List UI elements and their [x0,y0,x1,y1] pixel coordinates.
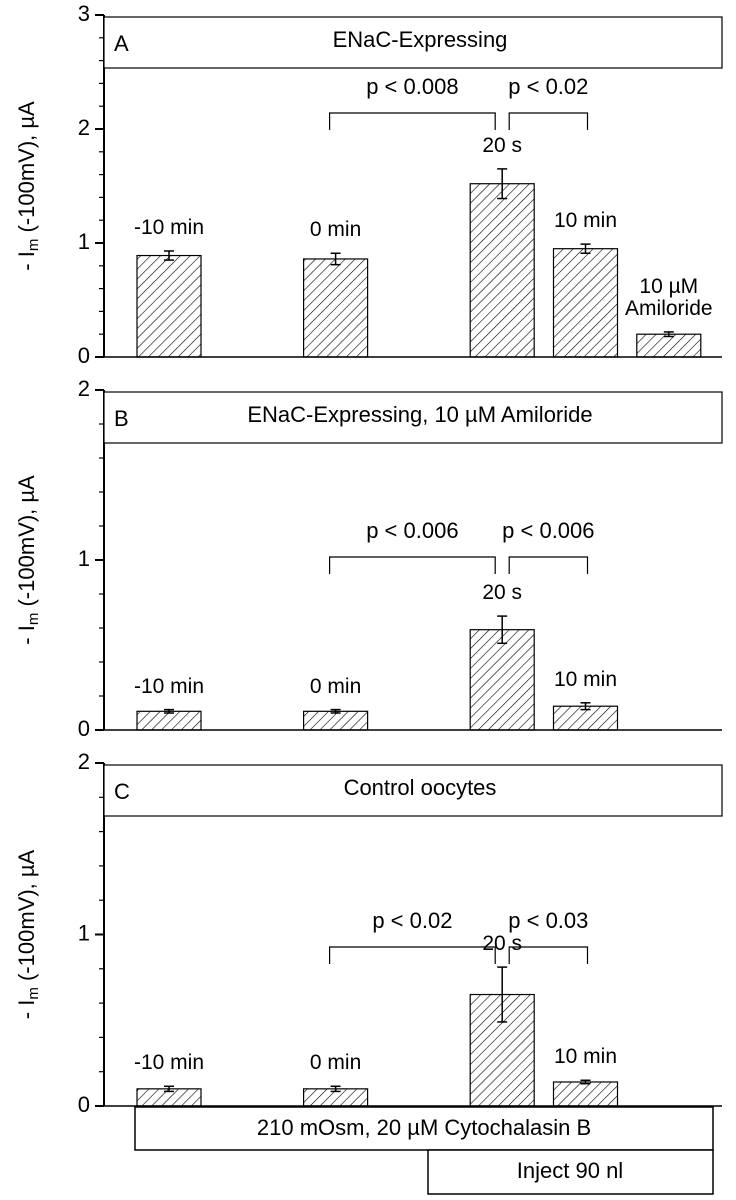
injection-box [427,1149,714,1195]
category-label-box: 0 min [309,1051,362,1075]
panel-title: Control oocytes [344,775,497,800]
y-axis-label: - Im (-100mV), µA [14,849,42,1019]
y-tick-label: 2 [78,115,90,140]
category-label-box: -10 min [133,1051,205,1075]
condition-box [134,1106,714,1151]
title-box [103,764,723,817]
category-label-box: 20 s [482,581,523,605]
y-tick-label: 0 [78,1092,90,1117]
p-value: p < 0.006 [502,518,594,543]
y-tick-label: 2 [78,749,90,774]
y-tick-label: 3 [78,1,90,26]
panel-letter: B [114,406,129,431]
y-axis-label: - Im (-100mV), µA [14,475,42,645]
y-tick-label: 2 [78,376,90,401]
category-label: 20 s [482,581,523,605]
y-axis-label: - Im (-100mV), µA [14,101,42,271]
y-label-part: - I [14,1000,39,1020]
y-label-part: m [25,987,42,1000]
bar [552,1081,619,1107]
category-label-box: 10 min [553,1045,618,1069]
significance-bracket [329,556,496,574]
y-tick-label: 0 [78,716,90,741]
bar [469,629,535,731]
y-tick-label: 0 [78,343,90,368]
y-label-part: (-100mV), µA [14,475,39,613]
bar [303,710,369,731]
category-label-box: 10 min [553,667,618,691]
category-label: 10 min [553,209,618,233]
category-label-box: -10 min [133,215,205,239]
y-label-part: - I [14,251,39,271]
significance-bracket [508,946,589,964]
category-label: 20 s [482,932,523,956]
category-label: 0 min [309,218,362,242]
significance-bracket [329,946,496,964]
category-label-box: 20 s [482,133,523,157]
y-label-part: (-100mV), µA [14,101,39,239]
category-label: 10 min [553,1045,618,1069]
significance-bracket [508,112,589,130]
y-label-part: m [25,613,42,626]
bar [636,333,702,358]
bar [136,710,202,731]
category-label-box: 10 min [553,209,618,233]
significance-bracket [329,112,496,130]
p-value: p < 0.02 [508,74,588,99]
condition-label: 210 mOsm, 20 µM Cytochalasin B [257,1115,591,1140]
y-label-part: - I [14,625,39,645]
panel-letter: C [114,779,130,804]
y-label-part: m [25,239,42,252]
category-label: -10 min [133,215,205,239]
bar [303,258,369,358]
category-label: 10 µM Amiloride [625,274,713,320]
y-tick-label: 1 [78,920,90,945]
bar [136,254,202,358]
panel-title: ENaC-Expressing, 10 µM Amiloride [247,402,592,427]
category-label: 10 min [553,667,618,691]
p-value: p < 0.03 [508,908,588,933]
category-label-box: 10 µM Amiloride [625,274,713,320]
category-label-box: 20 s [482,932,523,956]
bar [552,248,619,358]
panel-title: ENaC-Expressing [333,27,508,52]
category-label: -10 min [133,674,205,698]
panel-letter: A [114,31,129,56]
category-label-box: 0 min [309,674,362,698]
p-value: p < 0.006 [366,518,458,543]
injection-label: Inject 90 nl [517,1158,623,1183]
y-label-part: (-100mV), µA [14,849,39,987]
category-label: -10 min [133,1051,205,1075]
y-tick-label: 1 [78,229,90,254]
y-tick-label: 1 [78,546,90,571]
category-label-box: -10 min [133,674,205,698]
significance-bracket [508,556,589,574]
title-box [103,391,723,444]
category-label-box: 0 min [309,218,362,242]
category-label: 0 min [309,1051,362,1075]
category-label: 20 s [482,133,523,157]
p-value: p < 0.02 [372,908,452,933]
p-value: p < 0.008 [366,74,458,99]
bar [469,183,535,358]
title-box [103,16,723,69]
category-label: 0 min [309,674,362,698]
